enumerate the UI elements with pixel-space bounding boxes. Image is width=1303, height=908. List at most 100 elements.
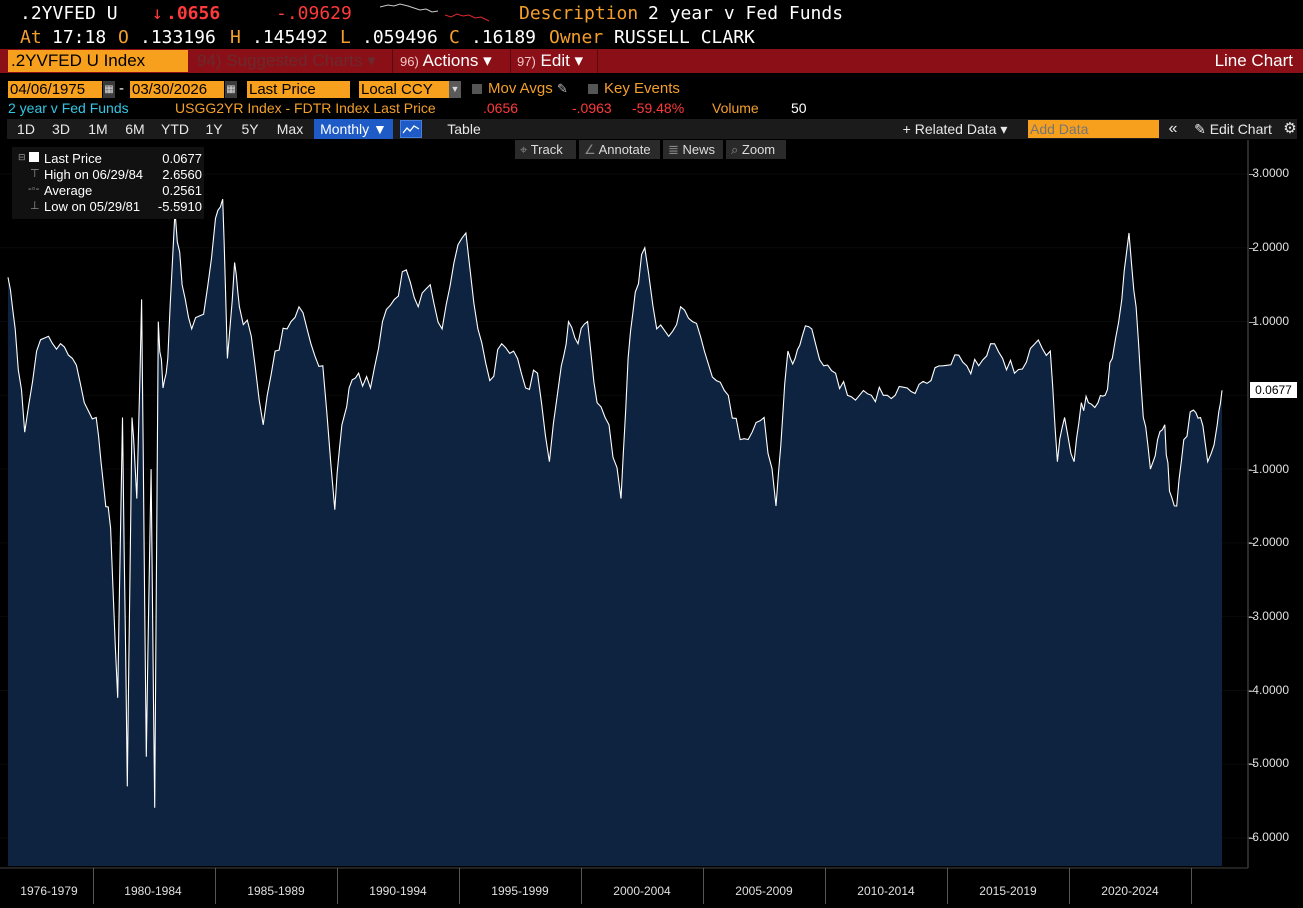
related-data-menu[interactable]: + Related Data ▾ [902, 121, 1008, 137]
volume-label: Volume [712, 100, 759, 116]
period-6m[interactable]: 6M [125, 121, 145, 137]
crosshair-icon: ⌖ [520, 142, 528, 157]
y-tick [1249, 691, 1255, 692]
y-tick-label: 2.0000 [1252, 240, 1289, 254]
x-tick-label: 1990-1994 [369, 884, 427, 898]
x-tick-label: 2020-2024 [1101, 884, 1159, 898]
add-data-input[interactable] [1028, 120, 1159, 138]
edit-chart-button[interactable]: ✎ Edit Chart [1187, 119, 1279, 139]
net-change: -.09629 [276, 3, 352, 24]
news-tool[interactable]: ≣ News [663, 140, 723, 159]
end-date-field[interactable]: 03/30/2026 [130, 81, 224, 98]
menu-divider [510, 49, 511, 73]
line-chart-icon[interactable] [399, 119, 423, 139]
at-label: At [20, 27, 42, 48]
low-label: L [340, 27, 351, 48]
y-tick [1249, 617, 1255, 618]
ticker: .2YVFED U [20, 3, 118, 24]
low-value: .059496 [362, 27, 438, 48]
y-tick [1249, 838, 1255, 839]
x-separator [93, 868, 94, 904]
checkbox-icon[interactable] [588, 84, 598, 95]
mov-avgs-toggle[interactable]: Mov Avgs ✎ [472, 80, 568, 97]
pencil-icon[interactable]: ✎ [556, 81, 568, 96]
calendar-icon[interactable]: ▦ [103, 81, 115, 98]
x-separator [1191, 868, 1192, 904]
field-selector[interactable]: Last Price [247, 81, 350, 98]
series-pct-change: -59.48% [632, 100, 685, 116]
volume-value: 50 [791, 100, 807, 116]
collapse-icon[interactable]: « [1168, 120, 1178, 137]
actions-menu[interactable]: 96) Actions ▾ [400, 49, 492, 73]
checkbox-icon[interactable] [472, 84, 482, 95]
series-swatch [29, 152, 39, 162]
track-tool[interactable]: ⌖ Track [515, 140, 576, 159]
y-tick-label: -2.0000 [1248, 535, 1289, 549]
suggested-charts-menu[interactable]: 94) Suggested Charts ▾ [197, 51, 376, 70]
open-value: .133196 [140, 27, 216, 48]
x-tick-label: 1980-1984 [124, 884, 182, 898]
y-tick-label: -3.0000 [1248, 609, 1289, 623]
key-events-label: Key Events [604, 80, 680, 97]
x-tick-label: 2005-2009 [735, 884, 793, 898]
y-tick [1249, 764, 1255, 765]
calendar-icon[interactable]: ▦ [225, 81, 237, 98]
owner-label: Owner [549, 27, 604, 48]
intraday-sparkline-white [380, 3, 439, 13]
frequency-selector[interactable]: Monthly ▼ [314, 119, 393, 139]
series-expression: USGG2YR Index - FDTR Index Last Price [175, 100, 436, 116]
collapse-legend-icon[interactable]: ⊟ [18, 152, 26, 162]
x-separator [703, 868, 704, 904]
y-tick-label: 3.0000 [1252, 166, 1289, 180]
series-area-fill [8, 199, 1222, 867]
x-tick-label: 1985-1989 [247, 884, 305, 898]
x-tick-label: 2010-2014 [857, 884, 915, 898]
high-value: .145492 [252, 27, 328, 48]
x-separator [1069, 868, 1070, 904]
currency-selector[interactable]: Local CCY [359, 81, 449, 98]
down-arrow-icon: ↓ [152, 3, 163, 24]
x-separator [825, 868, 826, 904]
x-tick-label: 2015-2019 [979, 884, 1037, 898]
start-date-field[interactable]: 04/06/1975 [8, 81, 102, 98]
y-tick-label: 1.0000 [1252, 314, 1289, 328]
period-max[interactable]: Max [276, 121, 304, 137]
menu-divider [597, 49, 598, 73]
y-tick [1249, 543, 1255, 544]
legend-avg-value: 0.2561 [162, 183, 202, 198]
x-separator [215, 868, 216, 904]
period-ytd[interactable]: YTD [161, 121, 189, 137]
period-1m[interactable]: 1M [88, 121, 108, 137]
zoom-tool[interactable]: ⌕ Zoom [726, 140, 786, 159]
edit-chart-label: Edit Chart [1209, 121, 1272, 137]
period-1y[interactable]: 1Y [205, 121, 223, 137]
period-5y[interactable]: 5Y [241, 121, 259, 137]
period-3d[interactable]: 3D [52, 121, 70, 137]
table-button[interactable]: Table [447, 121, 481, 137]
actions-number: 96) [400, 54, 419, 69]
legend-high-label: High on 06/29/84 [44, 167, 144, 182]
annotate-icon: ∠ [584, 142, 596, 157]
y-tick [1249, 174, 1255, 175]
annotate-label: Annotate [598, 142, 651, 157]
y-tick-label: -6.0000 [1248, 830, 1289, 844]
edit-menu[interactable]: 97) Edit ▾ [517, 49, 583, 73]
intraday-sparkline-red [445, 13, 490, 22]
gear-icon[interactable]: ⚙ [1283, 120, 1297, 137]
key-events-toggle[interactable]: Key Events [588, 80, 680, 97]
x-separator [947, 868, 948, 904]
news-icon: ≣ [668, 142, 679, 157]
security-field[interactable]: .2YVFED U Index [8, 50, 188, 72]
annotate-tool[interactable]: ∠ Annotate [579, 140, 660, 159]
mov-avgs-label: Mov Avgs [488, 80, 553, 97]
legend-high-value: 2.6560 [162, 167, 202, 182]
high-marker-icon: ⊤ [30, 168, 40, 180]
edit-number: 97) [517, 54, 536, 69]
y-tick-label: -4.0000 [1248, 683, 1289, 697]
legend-last-label: Last Price [44, 151, 102, 166]
period-1d[interactable]: 1D [17, 121, 35, 137]
line-chart[interactable] [0, 140, 1303, 908]
close-label: C [449, 27, 460, 48]
series-value: .0656 [483, 100, 519, 116]
chevron-down-icon[interactable]: ▼ [449, 81, 461, 98]
